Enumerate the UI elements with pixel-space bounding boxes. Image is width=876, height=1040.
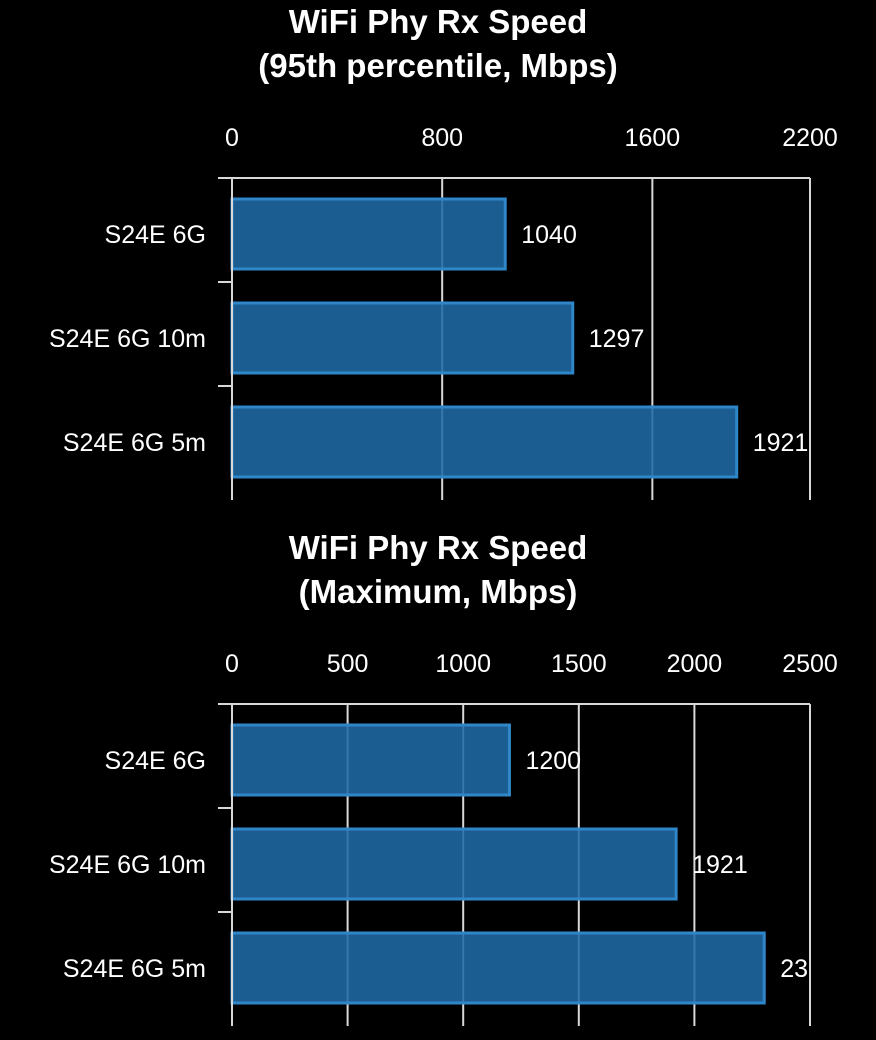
chart-1-x-tick-label-1: 800 <box>421 124 463 152</box>
chart-1-category-label-1: S24E 6G 10m <box>49 325 206 353</box>
chart-2-bar-0 <box>230 723 511 797</box>
chart-2-category-label-2: S24E 6G 5m <box>63 955 206 983</box>
chart-1-value-label-0: 1040 <box>521 221 577 249</box>
chart-1-x-tick-label-0: 0 <box>225 124 239 152</box>
chart-2-title-line2: (Maximum, Mbps) <box>298 573 578 610</box>
chart-1-bar-2 <box>230 405 739 479</box>
chart-1-bar-1 <box>230 301 575 375</box>
chart-2-x-tick-label-3: 1500 <box>551 650 607 678</box>
chart-2-value-label-0: 1200 <box>525 747 581 775</box>
chart-2-bar-1 <box>230 827 678 901</box>
chart-2-category-label-1: S24E 6G 10m <box>49 851 206 879</box>
chart-2-title-line1: WiFi Phy Rx Speed <box>288 529 588 566</box>
chart-2-x-tick-label-5: 2500 <box>782 650 838 678</box>
chart-2-x-tick-label-2: 1000 <box>435 650 491 678</box>
chart-1-title-line1: WiFi Phy Rx Speed <box>288 3 588 40</box>
chart-1-category-label-0: S24E 6G <box>105 221 206 249</box>
chart-2-value-label-2: 23 <box>780 955 808 983</box>
chart-2-x-tick-label-4: 2000 <box>667 650 723 678</box>
chart-1-plot: 1040 S24E 6G 1297 S24E 6G 10m 1921 S24E 6G 5m… <box>49 124 838 500</box>
chart-1-value-label-2: 1921 <box>753 429 809 457</box>
chart-2-bar-2 <box>230 931 766 1005</box>
chart-2-plot: 1200 S24E 6G 1921 S24E 6G 10m 23 S24E 6G 5m 0 5… <box>49 650 838 1026</box>
chart-1-x-tick-label-2: 1600 <box>625 124 681 152</box>
chart-2-x-tick-label-1: 500 <box>327 650 369 678</box>
chart-1-title: WiFi Phy Rx Speed (95th percentile, Mbps… <box>0 0 876 88</box>
chart-2-x-tick-label-0: 0 <box>225 650 239 678</box>
chart-2-value-label-1: 1921 <box>692 851 748 879</box>
chart-1-value-label-1: 1297 <box>589 325 645 353</box>
chart-1-title-line2: (95th percentile, Mbps) <box>258 47 618 84</box>
chart-1-category-label-2: S24E 6G 5m <box>63 429 206 457</box>
chart-2-category-label-0: S24E 6G <box>105 747 206 775</box>
chart-1-bar-0 <box>230 197 507 271</box>
chart-2-title: WiFi Phy Rx Speed (Maximum, Mbps) <box>0 526 876 614</box>
chart-1-x-tick-label-3: 2200 <box>782 124 838 152</box>
